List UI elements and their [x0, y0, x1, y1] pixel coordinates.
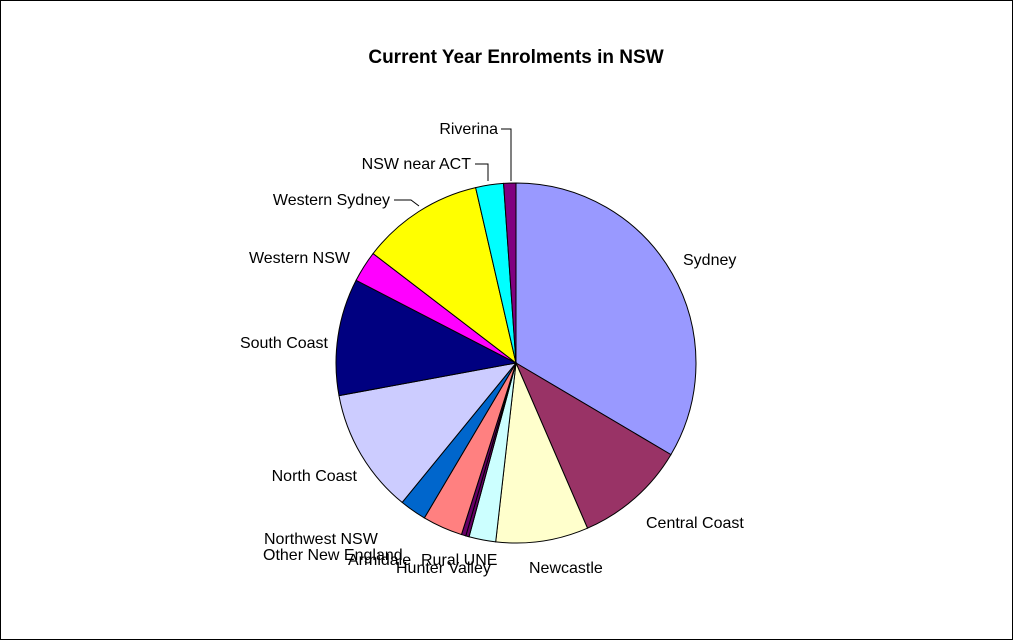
slice-label-sydney: Sydney: [683, 252, 736, 269]
pie-slice-sydney: [515, 182, 697, 456]
pie-slice-central-coast: [514, 361, 672, 529]
slice-label-south-coast: South Coast: [240, 335, 329, 352]
slice-label-newcastle: Newcastle: [529, 560, 603, 577]
leader-line-nsw-near-act: [475, 163, 489, 181]
pie-slice-north-coast: [338, 362, 518, 504]
pie-slices: [335, 182, 697, 544]
label-leaders: [394, 128, 512, 207]
slice-label-northwest-nsw: Northwest NSW: [264, 531, 379, 548]
pie-slice-riverina: [503, 182, 517, 364]
pie-slice-south-coast: [335, 279, 518, 397]
slice-label-rural-une: Rural UNE: [421, 552, 497, 569]
leader-line-western-sydney: [394, 199, 420, 207]
slice-label-western-nsw: Western NSW: [249, 250, 351, 267]
slice-label-hunter-valley: Hunter Valley: [396, 560, 491, 577]
slice-label-central-coast: Central Coast: [646, 515, 744, 532]
chart-title: Current Year Enrolments in NSW: [368, 47, 663, 68]
leader-line-riverina: [501, 128, 512, 181]
slice-label-north-coast: North Coast: [272, 468, 358, 485]
slice-label-western-sydney: Western Sydney: [273, 192, 390, 209]
slice-label-nsw-near-act: NSW near ACT: [362, 156, 472, 173]
pie-slice-western-sydney: [372, 186, 517, 365]
slice-label-other-new-england: Other New England: [263, 547, 403, 564]
slice-labels: Sydney Central Coast Newcastle Hunter Valle…: [240, 121, 744, 577]
slice-label-riverina: Riverina: [439, 121, 498, 138]
slice-label-armidale: Armidale: [348, 552, 411, 569]
pie-slice-newcastle: [495, 361, 589, 544]
